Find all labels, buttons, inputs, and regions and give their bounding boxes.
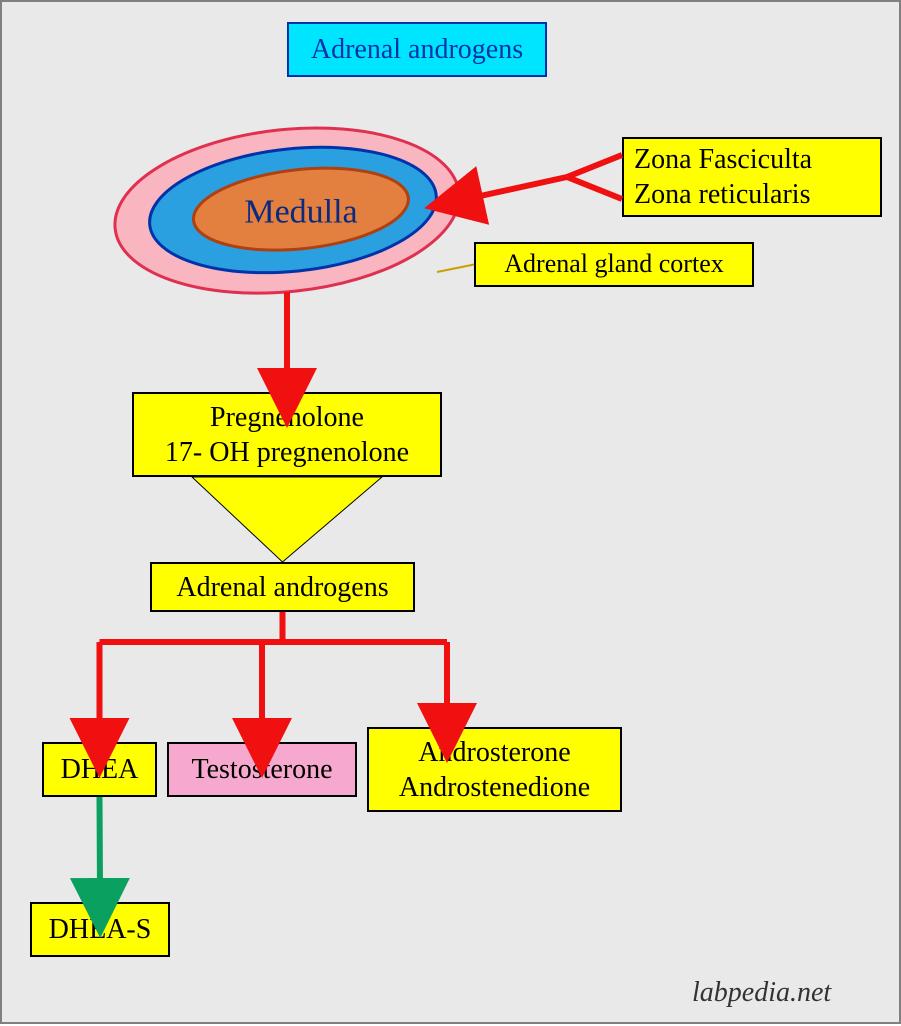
testosterone-box: Testosterone	[167, 742, 357, 797]
andro-line2: Androstenedione	[399, 770, 590, 805]
dhea-text: DHEA	[61, 752, 139, 787]
title-text: Adrenal androgens	[311, 32, 523, 67]
aa-text: Adrenal androgens	[176, 570, 388, 605]
watermark: labpedia.net	[692, 977, 831, 1009]
medulla-label: Medulla	[244, 193, 357, 230]
preg-line1: Pregnenolone	[165, 400, 409, 435]
zona-fork-arrow	[471, 155, 622, 199]
yellow-arrow	[192, 477, 382, 562]
dheas-text: DHEA-S	[49, 912, 152, 947]
zona-box: Zona Fasciculta Zona reticularis	[622, 137, 882, 217]
branch-arrows	[100, 612, 448, 730]
diagram-canvas: Adrenal androgens Medulla Zona Fascicult…	[0, 0, 901, 1024]
title-box: Adrenal androgens	[287, 22, 547, 77]
adrenal-androgens-box: Adrenal androgens	[150, 562, 415, 612]
androsterone-box: Androsterone Androstenedione	[367, 727, 622, 812]
andro-line1: Androsterone	[399, 735, 590, 770]
dhea-box: DHEA	[42, 742, 157, 797]
zona-line1: Zona Fasciculta	[634, 142, 812, 177]
adrenal-gland-diagram: Medulla	[107, 117, 467, 297]
zona-line2: Zona reticularis	[634, 177, 812, 212]
preg-line2: 17- OH pregnenolone	[165, 435, 409, 470]
cortex-text: Adrenal gland cortex	[504, 248, 723, 281]
pregnenolone-box: Pregnenolone 17- OH pregnenolone	[132, 392, 442, 477]
arrow-dhea-dheas	[100, 797, 101, 890]
test-text: Testosterone	[191, 752, 332, 787]
dheas-box: DHEA-S	[30, 902, 170, 957]
cortex-box: Adrenal gland cortex	[474, 242, 754, 287]
